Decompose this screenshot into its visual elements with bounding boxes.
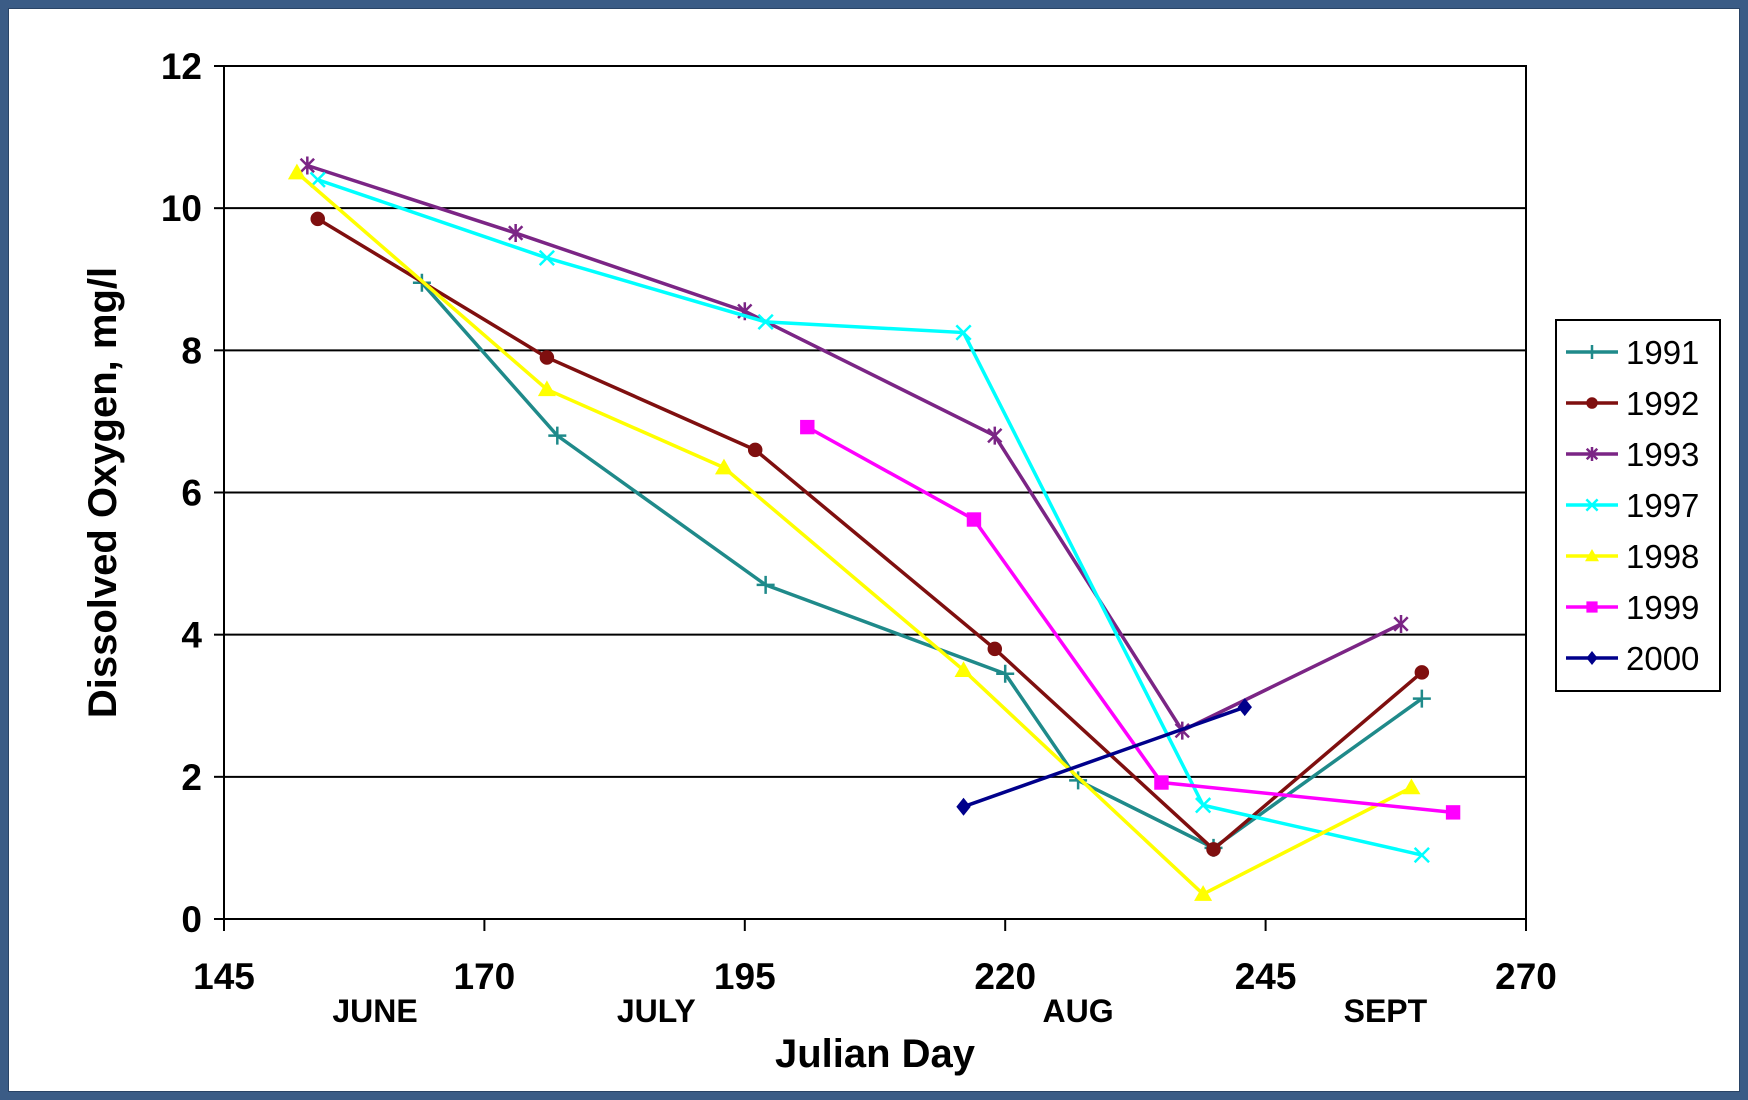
legend-label: 1997 — [1626, 487, 1699, 524]
data-point — [1194, 885, 1213, 901]
data-point — [1585, 498, 1599, 512]
series-line — [317, 178, 1423, 857]
axis-labels: 0 2 4 6 8 10 12 145 170 195 220 245 270 JUNE JULY AUG SE… — [161, 46, 1557, 1029]
series-1999 — [800, 419, 1461, 820]
legend-item: 1993 — [1566, 436, 1699, 473]
y-tick-label: 12 — [161, 46, 202, 87]
chart-frame: 0 2 4 6 8 10 12 145 170 195 220 245 270 JUNE JULY AUG SE… — [8, 8, 1740, 1092]
data-point — [1414, 665, 1430, 680]
x-tick-label: 220 — [974, 956, 1036, 997]
data-point — [1069, 771, 1088, 790]
data-point — [310, 211, 325, 227]
data-point — [537, 380, 556, 397]
x-tick-label: 170 — [454, 956, 516, 997]
y-tick-label: 0 — [181, 899, 202, 940]
month-label: JULY — [617, 993, 696, 1029]
series-line — [962, 705, 1246, 809]
data-point — [954, 661, 973, 677]
x-axis-title: Julian Day — [775, 1032, 976, 1076]
legend-label: 1999 — [1626, 589, 1699, 626]
legend-item: 1992 — [1566, 385, 1699, 422]
data-point — [508, 224, 524, 243]
legend-label: 2000 — [1626, 640, 1699, 677]
legend-label: 1998 — [1626, 538, 1699, 575]
legend-item: 2000 — [1566, 640, 1699, 677]
dissolved-oxygen-chart: 0 2 4 6 8 10 12 145 170 195 220 245 270 JUNE JULY AUG SE… — [81, 46, 1721, 1076]
data-point — [287, 163, 306, 180]
data-point — [539, 350, 555, 365]
y-tick-label: 4 — [181, 615, 202, 656]
month-label: JUNE — [332, 993, 417, 1029]
legend-label: 1993 — [1626, 436, 1699, 473]
legend-item: 1991 — [1566, 334, 1699, 371]
month-label: AUG — [1043, 993, 1114, 1029]
data-point — [1585, 549, 1599, 562]
legend-item: 1997 — [1566, 487, 1699, 524]
data-point — [966, 512, 982, 527]
data-point — [955, 324, 972, 341]
axis-ticks — [214, 65, 1527, 931]
series-1992 — [310, 211, 1430, 857]
series-1997 — [309, 171, 1430, 864]
data-point — [1445, 805, 1461, 820]
data-point — [1586, 397, 1598, 409]
data-point — [1586, 601, 1598, 613]
series-line — [306, 163, 1402, 733]
series-line — [806, 425, 1454, 815]
series-2000 — [956, 698, 1252, 816]
data-point — [538, 249, 555, 267]
data-point — [1195, 797, 1212, 814]
x-tick-label: 145 — [193, 956, 255, 997]
data-point — [1585, 345, 1599, 359]
month-label: SEPT — [1344, 993, 1428, 1029]
series-line — [295, 171, 1413, 896]
data-point — [800, 419, 815, 435]
legend: 1991 1992 1993 1997 1998 1999 2000 — [1555, 319, 1721, 692]
data-point — [299, 156, 315, 175]
x-tick-label: 195 — [714, 956, 776, 997]
legend-label: 1991 — [1626, 334, 1699, 371]
y-tick-label: 8 — [181, 330, 202, 371]
data-point — [548, 426, 567, 445]
legend-label: 1992 — [1626, 385, 1699, 422]
data-point — [1412, 689, 1431, 708]
data-point — [1206, 842, 1221, 857]
data-point — [987, 641, 1003, 657]
y-tick-label: 2 — [181, 757, 202, 798]
series-1998 — [287, 163, 1421, 901]
data-point — [747, 442, 763, 458]
data-point — [714, 458, 733, 475]
series-1993 — [299, 156, 1409, 740]
data-point — [1154, 775, 1169, 790]
legend-item: 1999 — [1566, 589, 1699, 626]
data-point — [1413, 846, 1430, 864]
data-point — [1393, 615, 1409, 634]
y-axis-title: Dissolved Oxygen, mg/l — [81, 267, 125, 718]
series-line — [316, 217, 1423, 852]
legend-item: 1998 — [1566, 538, 1699, 575]
data-point — [1237, 698, 1252, 717]
data-point — [756, 575, 775, 594]
data-point — [1586, 651, 1598, 665]
series-layer — [287, 156, 1461, 901]
data-point — [956, 797, 971, 816]
series-1991 — [412, 273, 1431, 857]
x-tick-label: 270 — [1495, 956, 1557, 997]
data-point — [1585, 447, 1599, 461]
y-tick-label: 10 — [161, 188, 202, 229]
y-tick-label: 6 — [181, 473, 202, 514]
gridlines — [224, 65, 1526, 778]
data-point — [757, 313, 774, 330]
data-point — [987, 426, 1003, 445]
data-point — [996, 664, 1015, 683]
x-tick-label: 245 — [1235, 956, 1297, 997]
data-point — [1402, 778, 1421, 795]
